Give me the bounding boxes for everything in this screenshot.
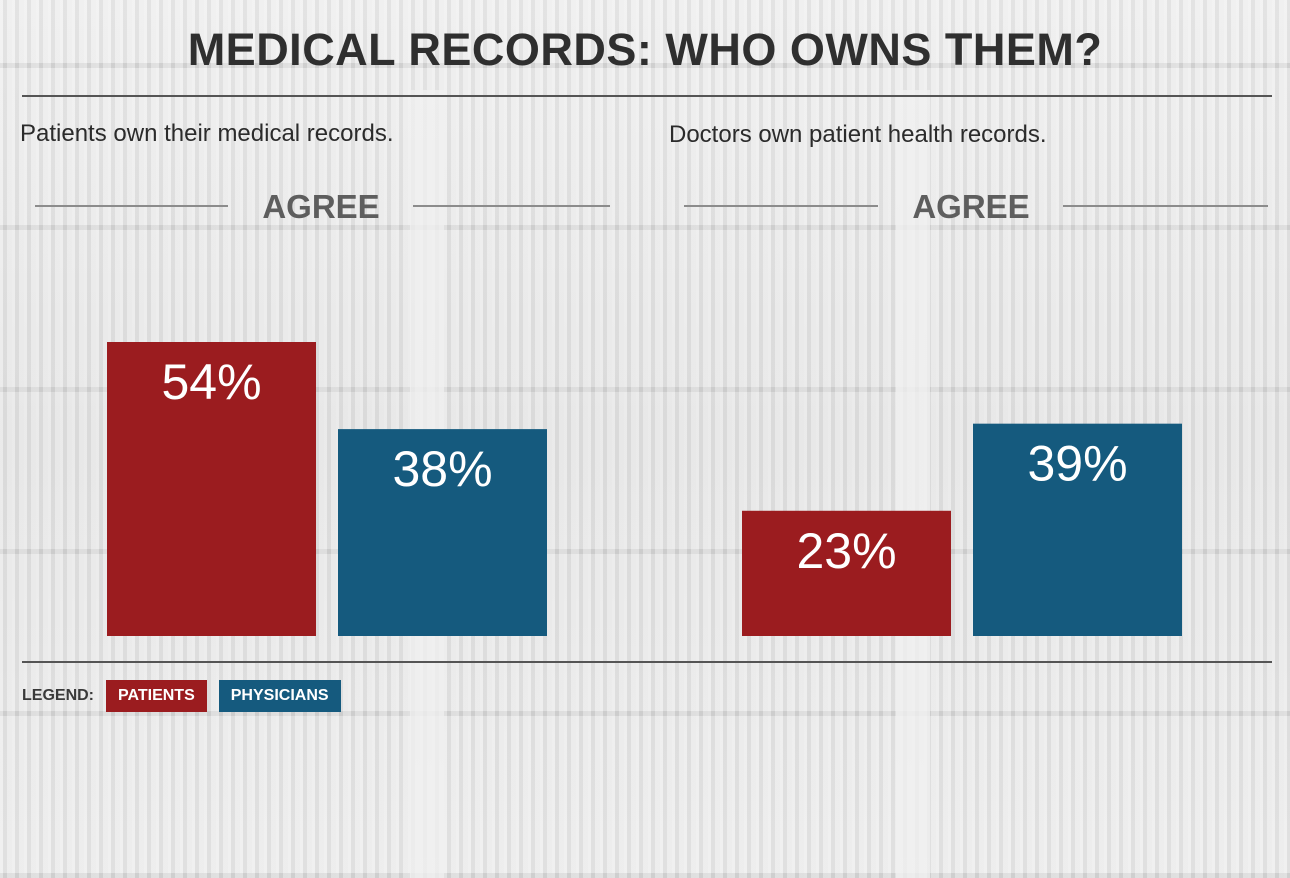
left-agree-rule-right [413,205,610,207]
right-agree-rule-right [1063,205,1268,207]
data-label-panel1-physicians: 38% [392,441,492,497]
bar-panel1-patients [107,342,316,636]
legend-label: LEGEND: [22,687,94,704]
left-agree-label: AGREE [262,188,380,225]
data-label-panel1-patients: 54% [161,354,261,410]
data-label-panel2-physicians: 39% [1027,436,1127,492]
right-agree-label: AGREE [912,188,1030,225]
legend-divider [22,661,1272,663]
data-label-panel2-patients: 23% [796,523,896,579]
chart-title: MEDICAL RECORDS: WHO OWNS THEM? [187,24,1103,75]
right-agree-rule-left [684,205,878,207]
background-shelf-post [896,90,930,878]
bar-panel1-physicians [338,429,547,636]
legend: LEGEND: PATIENTS PHYSICIANS [22,680,353,712]
legend-item-physicians: PHYSICIANS [218,680,341,712]
bar-panel2-patients [742,510,951,636]
left-panel-question: Patients own their medical records. [20,120,394,147]
legend-item-patients: PATIENTS [106,680,207,712]
bar-panel2-physicians [973,423,1182,636]
title-divider [22,95,1272,97]
right-panel-question: Doctors own patient health records. [669,121,1047,148]
left-agree-rule-left [35,205,228,207]
